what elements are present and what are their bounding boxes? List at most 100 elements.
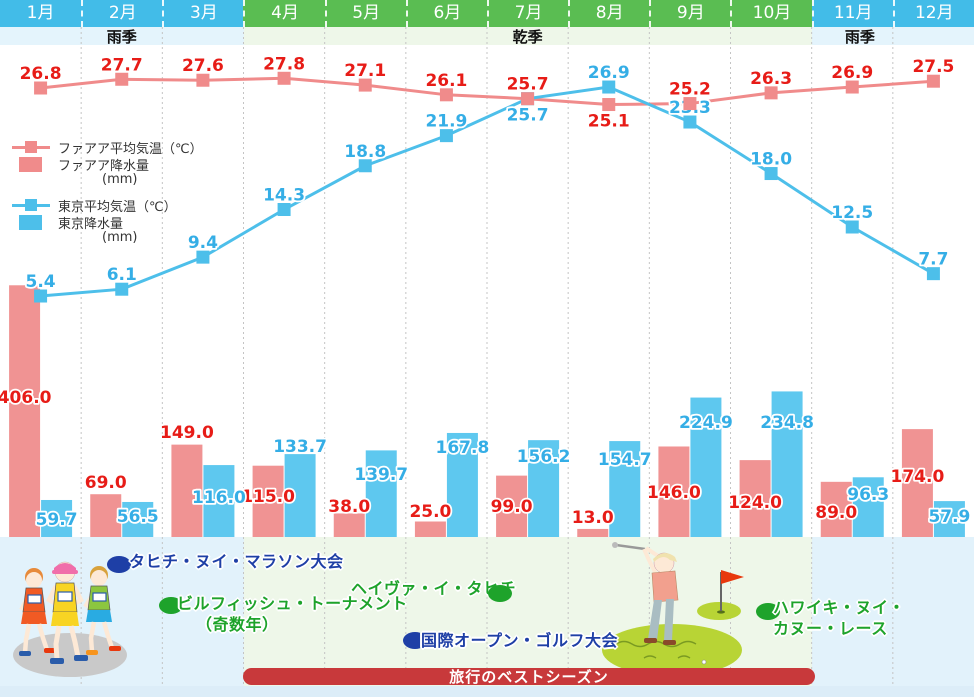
tokyo-rain-labels: 59.7 56.5 116.0 133.7 139.7 167.8 156.2 154.7 22… (34, 411, 972, 532)
faaa-rain-value: 13.0 (572, 508, 614, 528)
faaa-temp-marker (277, 71, 291, 85)
season-label: 雨季 (106, 27, 137, 46)
season-dry: 乾季 (243, 27, 812, 46)
month-header-5: 5月 (324, 0, 406, 27)
faaa-rain-bar (739, 460, 771, 537)
tokyo-temp-value: 25.7 (507, 106, 549, 126)
bottom-bg-rainy-right (811, 537, 974, 686)
month-header-11: 11月 (811, 0, 893, 27)
faaa-rain-bar (9, 285, 41, 537)
month-header-12: 12月 (892, 0, 974, 27)
tokyo-rain-value: 116.0 (192, 488, 246, 508)
legend-item-tokyo-rain: 東京降水量 (12, 214, 203, 232)
tokyo-temp-marker (358, 159, 372, 173)
faaa-temp-marker (358, 78, 372, 92)
event-international-open-golf: 国際オープン・ゴルフ大会 (421, 631, 619, 650)
tokyo-rain-bar (446, 432, 478, 537)
month-header-1: 1月 (0, 0, 82, 27)
tokyo-rain-value: 56.5 (117, 507, 159, 527)
month-header-7: 7月 (486, 0, 569, 27)
faaa-rain-value: 406.0 (0, 388, 52, 408)
tokyo-rain-value: 57.9 (928, 507, 970, 527)
tokyo-rain-bar (365, 450, 397, 537)
month-header-6: 6月 (405, 0, 487, 27)
faaa-rain-bar (820, 481, 852, 537)
runners-illustration (13, 561, 127, 677)
faaa-rain-bar (90, 494, 122, 537)
faaa-rain-bar (577, 528, 609, 537)
tokyo-temp-value: 5.4 (26, 272, 56, 292)
tokyo-temp-marker (439, 129, 453, 143)
tokyo-temp-value: 6.1 (107, 265, 137, 285)
event-dot-icon (107, 556, 131, 573)
legend-unit: (mm) (102, 172, 138, 187)
season-rainy-left: 雨季 (0, 27, 244, 46)
faaa-rain-value: 89.0 (815, 503, 857, 523)
best-travel-season-bar: 旅行のベストシーズン (243, 668, 815, 686)
legend-unit: (mm) (102, 230, 138, 245)
faaa-temp-marker (602, 98, 616, 112)
tokyo-rain-bar (528, 440, 560, 537)
tokyo-rain-value: 234.8 (760, 413, 814, 433)
tokyo-rain-value: 154.7 (598, 450, 652, 470)
faaa-temp-value: 25.1 (588, 112, 630, 132)
month-header-4: 4月 (243, 0, 325, 27)
golf-ball (701, 659, 707, 665)
faaa-temp-value: 26.9 (831, 63, 873, 83)
tokyo-rain-value: 59.7 (36, 510, 78, 530)
tokyo-rain-bar (933, 501, 965, 537)
tokyo-temp-marker (34, 289, 48, 303)
tokyo-temp-value: 7.7 (918, 250, 948, 270)
faaa-temp-marker (521, 92, 535, 106)
chart-legend: ファアア平均気温（℃） ファアア降水量 (mm) 東京平均気温（℃） 東京降水量… (12, 139, 203, 246)
golf-club (615, 543, 646, 551)
tokyo-rain-value: 167.8 (436, 438, 490, 458)
legend-label: 東京降水量 (58, 217, 124, 232)
tokyo-rain-value: 139.7 (354, 465, 408, 485)
legend-label: ファアア平均気温（℃） (58, 142, 203, 157)
faaa-temp-line (40, 76, 934, 107)
season-rainy-right: 雨季 (811, 27, 974, 46)
event-dot-icon (756, 603, 780, 620)
event-heiva-i-tahiti: ヘイヴァ・イ・タヒチ (351, 579, 517, 598)
flag-icon (721, 570, 744, 584)
faaa-temp-value: 27.8 (263, 54, 305, 74)
faaa-rain-value: 115.0 (241, 487, 295, 507)
faaa-rain-value: 146.0 (647, 483, 701, 503)
faaa-temp-marker (764, 86, 778, 100)
faaa-temp-value: 27.1 (344, 61, 386, 81)
golfer-illustration (602, 542, 744, 676)
tokyo-temp-marker (764, 167, 778, 181)
month-header-2: 2月 (81, 0, 163, 27)
event-billfish-tournament-note: （奇数年） (196, 615, 279, 634)
faaa-temp-marker (115, 72, 129, 86)
month-header-9: 9月 (649, 0, 731, 27)
tokyo-temp-marker (277, 203, 291, 217)
tokyo-rain-value: 156.2 (517, 447, 571, 467)
faaa-temp-value: 27.6 (182, 56, 224, 76)
runner-yellow (46, 561, 88, 664)
event-dot-icon (159, 597, 183, 614)
faaa-rain-bar (901, 429, 933, 537)
climate-chart-canvas: 406.0 69.0 149.0 115.0 38.0 25.0 99.0 13.0 146.0… (0, 53, 972, 537)
tokyo-rain-bar (41, 499, 73, 537)
tokyo-rain-bar (771, 391, 803, 537)
faaa-rain-value: 69.0 (85, 473, 127, 493)
tokyo-temp-marker (115, 282, 129, 296)
faaa-rain-value: 99.0 (491, 497, 533, 517)
tokyo-rain-value: 224.9 (679, 413, 733, 433)
legend-item-tokyo-temp: 東京平均気温（℃） (12, 197, 203, 215)
tokyo-temp-marker (196, 250, 210, 264)
golfer-figure (612, 542, 679, 645)
faaa-rain-value: 174.0 (891, 467, 945, 487)
runner-green (83, 566, 121, 655)
faaa-rain-bar (496, 475, 528, 537)
faaa-temp-value: 26.3 (750, 69, 792, 89)
tokyo-temp-marker (926, 267, 940, 281)
tokyo-temp-value: 14.3 (263, 186, 305, 206)
tokyo-rain-value: 133.7 (273, 437, 327, 457)
faaa-rain-bars (9, 285, 933, 537)
tokyo-temp-marker (683, 115, 697, 129)
faaa-rain-bar (658, 446, 690, 537)
season-label: 雨季 (844, 27, 875, 46)
